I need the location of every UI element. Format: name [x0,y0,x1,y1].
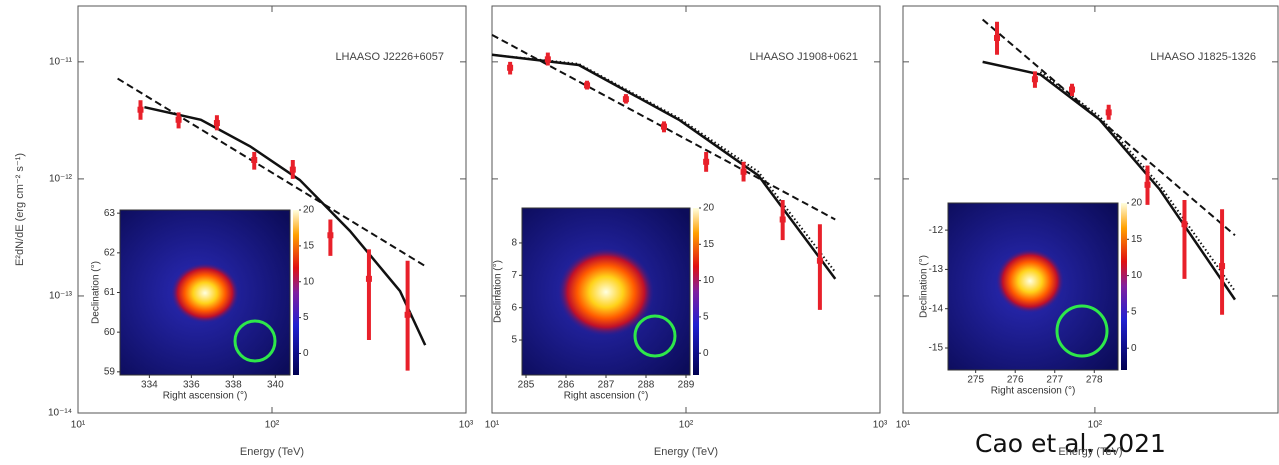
chart-title: LHAASO J1825-1326 [1150,51,1256,63]
data-point [623,96,629,102]
colorbar-tick-label: 5 [303,312,309,323]
colorbar-tick-label: 15 [303,241,315,252]
inset-y-tick-label: -15 [929,343,944,354]
inset-x-tick-label: 287 [598,380,615,391]
y-tick-label: 10⁻¹³ [49,291,73,302]
inset-y-tick-label: 62 [104,247,116,258]
colorbar [293,210,299,375]
x-tick-label: 10¹ [896,420,911,431]
data-point [327,232,333,238]
colorbar-tick-label: 5 [1131,307,1137,318]
chart-title: LHAASO J1908+0621 [749,51,858,63]
inset-y-tick-label: 8 [511,238,517,249]
data-point [1106,109,1112,115]
x-tick-label: 10² [679,420,694,431]
colorbar-tick-label: 0 [703,348,709,359]
inset-x-tick-label: 275 [967,375,984,386]
inset-x-tick-label: 276 [1007,375,1024,386]
inset-y-tick-label: 60 [104,327,116,338]
inset-x-tick-label: 277 [1046,375,1063,386]
inset-y-tick-label: -14 [929,303,944,314]
data-point [366,276,372,282]
inset-x-tick-label: 334 [141,380,158,391]
inset-x-tick-label: 289 [678,380,695,391]
data-point [703,159,709,165]
colorbar-tick-label: 10 [1131,270,1143,281]
data-point [584,82,590,88]
inset-x-tick-label: 278 [1086,375,1103,386]
inset-y-tick-label: 59 [104,366,116,377]
inset-y-label: Declination (°) [91,261,102,324]
colorbar-tick-label: 0 [1131,343,1137,354]
data-point [176,117,182,123]
colorbar-tick-label: 15 [1131,234,1143,245]
page: {"chart_data":[ {"type":"scatter","title… [0,0,1279,465]
inset-x-tick-label: 340 [267,380,284,391]
x-tick-label: 10³ [873,420,888,431]
x-axis-label: Energy (TeV) [654,446,718,458]
inset-y-tick-label: 5 [511,335,517,346]
colorbar-tick-label: 10 [303,276,315,287]
inset-x-tick-label: 336 [183,380,200,391]
colorbar-tick-label: 20 [703,203,715,214]
y-tick-label: 10⁻¹⁴ [48,408,72,419]
y-tick-label: 10⁻¹² [49,174,73,185]
data-point [545,56,551,62]
y-axis-label: E²dN/dE (erg cm⁻² s⁻¹) [14,153,26,266]
inset-x-label: Right ascension (°) [991,386,1076,397]
inset-y-tick-label: 63 [104,208,116,219]
inset-x-label: Right ascension (°) [564,391,649,402]
data-point [780,216,786,222]
inset-x-tick-label: 288 [638,380,655,391]
data-point [138,107,144,113]
inset-x-tick-label: 285 [518,380,535,391]
inset-x-tick-label: 338 [225,380,242,391]
y-tick-label: 10⁻¹¹ [49,56,73,67]
x-axis-label: Energy (TeV) [1058,446,1122,458]
source-blob [996,249,1064,313]
data-point [405,312,411,318]
x-tick-label: 10² [265,420,280,431]
data-point [1144,182,1150,188]
inset-y-tick-label: 7 [511,270,517,281]
colorbar-tick-label: 15 [703,239,715,250]
inset-y-label: Declination (°) [919,255,930,318]
data-point [1181,221,1187,227]
data-point [1032,76,1038,82]
colorbar-tick-label: 5 [703,312,709,323]
data-point [507,65,513,71]
data-point [661,124,667,130]
x-axis-label: Energy (TeV) [240,446,304,458]
data-point [251,157,257,163]
colorbar [693,208,699,375]
data-point [741,169,747,175]
chart-title: LHAASO J2226+6057 [335,51,444,63]
data-point [1219,263,1225,269]
x-tick-label: 10³ [459,420,474,431]
inset-y-label: Declination (°) [493,260,504,323]
x-tick-label: 10¹ [71,420,86,431]
inset-x-label: Right ascension (°) [163,391,248,402]
inset-y-tick-label: 61 [104,287,116,298]
colorbar-tick-label: 20 [1131,198,1143,209]
figure: Cao et al. 2021 10¹10²10³10⁻¹⁴10⁻¹³10⁻¹²… [0,0,1279,465]
inset-x-tick-label: 286 [558,380,575,391]
inset-y-tick-label: 6 [511,302,517,313]
data-point [817,258,823,264]
x-tick-label: 10² [1088,420,1103,431]
x-tick-label: 10¹ [485,420,500,431]
data-point [214,120,220,126]
data-point [290,167,296,173]
colorbar-tick-label: 0 [303,348,309,359]
colorbar-tick-label: 10 [703,275,715,286]
data-point [994,35,1000,41]
inset-y-tick-label: -13 [929,264,944,275]
inset-y-tick-label: -12 [929,225,944,236]
data-point [1069,87,1075,93]
source-blob [171,263,239,323]
colorbar-tick-label: 20 [303,205,315,216]
colorbar [1121,203,1127,370]
